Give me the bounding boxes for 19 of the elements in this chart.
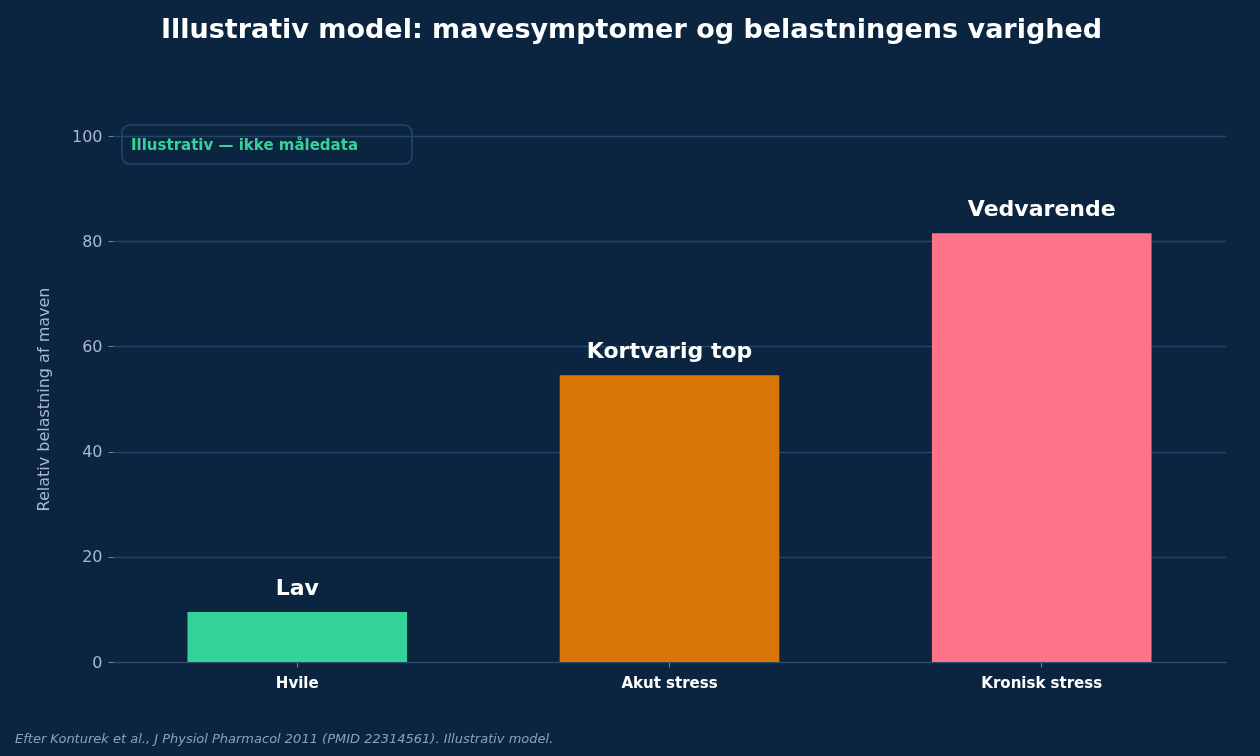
bar bbox=[559, 375, 780, 662]
bar bbox=[931, 233, 1152, 662]
y-tick-label: 80 bbox=[82, 231, 103, 251]
y-tick-label: 20 bbox=[82, 547, 103, 567]
annotation: Vedvarende bbox=[967, 196, 1116, 222]
annotation: Kortvarig top bbox=[586, 338, 753, 364]
y-tick-label: 60 bbox=[82, 336, 103, 356]
x-tick-label: Akut stress bbox=[621, 673, 718, 692]
x-tick-label: Kronisk stress bbox=[981, 673, 1103, 692]
y-tick-label: 0 bbox=[92, 652, 103, 672]
y-axis-title: Relativ belastning af maven bbox=[33, 287, 53, 512]
bar bbox=[187, 612, 408, 662]
x-tick-label: Hvile bbox=[275, 673, 319, 692]
annotation: Illustrativ — ikke måledata bbox=[131, 136, 358, 154]
chart-title: Illustrativ model: mavesymptomer og belastningens varighed bbox=[160, 13, 1103, 45]
text: Efter Konturek et al., J Physiol Pharmacol 2011 (PMID 22314561). Illustrativ model. bbox=[15, 731, 554, 746]
y-tick-label: 100 bbox=[71, 126, 103, 146]
y-tick-label: 40 bbox=[82, 442, 103, 462]
annotation: Lav bbox=[275, 575, 320, 601]
